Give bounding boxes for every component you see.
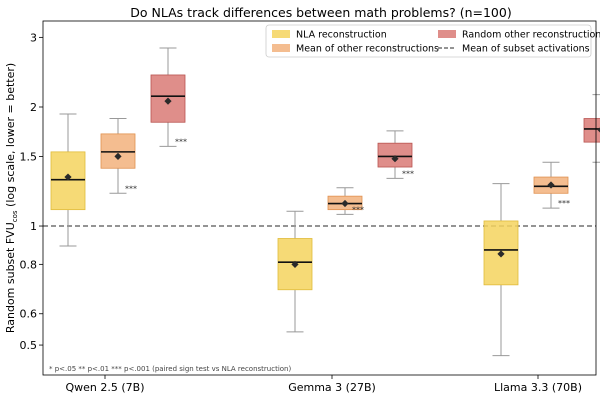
y-tick-label: 2 — [30, 101, 37, 114]
mean-marker — [64, 173, 72, 181]
y-tick-label: 0.8 — [20, 258, 38, 271]
x-tick-label: Qwen 2.5 (7B) — [65, 381, 144, 394]
significance-label: *** — [352, 205, 364, 214]
x-tick-label: Gemma 3 (27B) — [288, 381, 376, 394]
y-tick-label: 0.6 — [20, 308, 38, 321]
significance-label: *** — [558, 199, 570, 208]
legend-label: NLA reconstruction — [296, 30, 387, 41]
legend-label: Mean of subset activations — [462, 44, 590, 55]
y-tick-label: 0.5 — [20, 339, 38, 352]
box-iqr — [277, 238, 313, 291]
mean-marker — [341, 199, 349, 208]
mean-marker — [497, 250, 505, 258]
legend-box — [265, 24, 592, 58]
significance-footnote: * p<.05 ** p<.01 *** p<.001 (paired sign… — [49, 365, 291, 373]
legend-label: Random other reconstruction — [462, 30, 600, 41]
box-iqr — [583, 118, 600, 143]
box-iqr — [100, 133, 136, 169]
mean-marker — [547, 181, 555, 189]
box-iqr — [50, 151, 86, 211]
significance-label: *** — [125, 184, 137, 193]
y-tick-label: 3 — [30, 31, 37, 44]
significance-label: *** — [402, 169, 414, 178]
x-tick-label: Llama 3.3 (70B) — [494, 381, 582, 394]
mean-marker — [114, 152, 122, 160]
mean-marker — [597, 127, 600, 133]
mean-marker — [391, 155, 399, 163]
box-iqr — [377, 142, 413, 168]
mean-marker — [291, 260, 299, 268]
chart-title: Do NLAs track differences between math p… — [130, 5, 511, 20]
legend-swatch — [272, 44, 290, 52]
legend-swatch — [272, 30, 290, 38]
legend-swatch — [438, 30, 456, 38]
legend-label: Mean of other reconstructions — [296, 44, 439, 55]
plot-frame — [42, 20, 597, 376]
y-axis-label: Random subset FVUcos (log scale, lower =… — [4, 63, 19, 333]
significance-label: *** — [175, 137, 187, 146]
y-tick-label: 1.5 — [20, 150, 38, 163]
mean-marker — [164, 97, 172, 105]
y-tick-label: 1 — [30, 220, 37, 233]
